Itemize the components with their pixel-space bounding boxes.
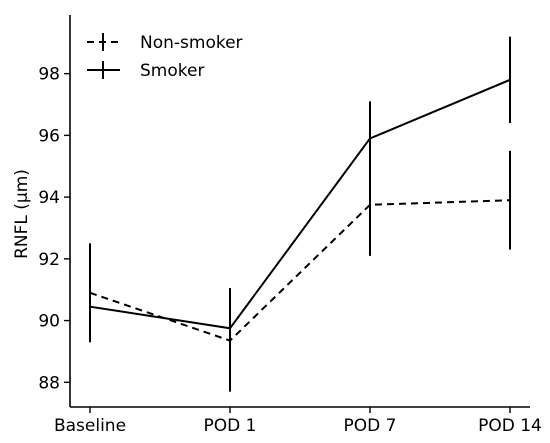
- data-point: [369, 137, 371, 140]
- series-line: [89, 78, 511, 330]
- x-tick-label: POD 1: [204, 416, 257, 436]
- data-point: [229, 327, 231, 330]
- series-line: [89, 199, 511, 342]
- legend-item: Non-smoker: [87, 33, 243, 53]
- y-tick-label: 94: [38, 188, 60, 208]
- y-tick-label: 92: [38, 250, 60, 270]
- legend-label: Non-smoker: [140, 33, 243, 53]
- series-0: [89, 150, 511, 392]
- y-tick-label: 98: [38, 65, 60, 85]
- x-tick-label: POD 14: [478, 416, 542, 436]
- y-tick-label: 90: [38, 312, 60, 332]
- y-tick-label: 88: [38, 373, 60, 393]
- legend: Non-smoker Smoker: [87, 33, 243, 81]
- series-layer: [89, 36, 511, 392]
- legend-label: Smoker: [140, 61, 204, 81]
- data-point: [89, 305, 91, 308]
- y-tick-label: 96: [38, 126, 60, 146]
- x-tick-label: POD 7: [344, 416, 397, 436]
- legend-item: Smoker: [87, 61, 204, 81]
- data-point: [509, 199, 511, 202]
- y-axis-label: RNFL (µm): [12, 169, 32, 259]
- chart-axes: 88 90 92 94 96 98 Baseline POD 1 POD 7 POD 14: [38, 15, 542, 436]
- data-point: [509, 78, 511, 81]
- series-1: [89, 36, 511, 392]
- x-tick-label: Baseline: [54, 416, 126, 436]
